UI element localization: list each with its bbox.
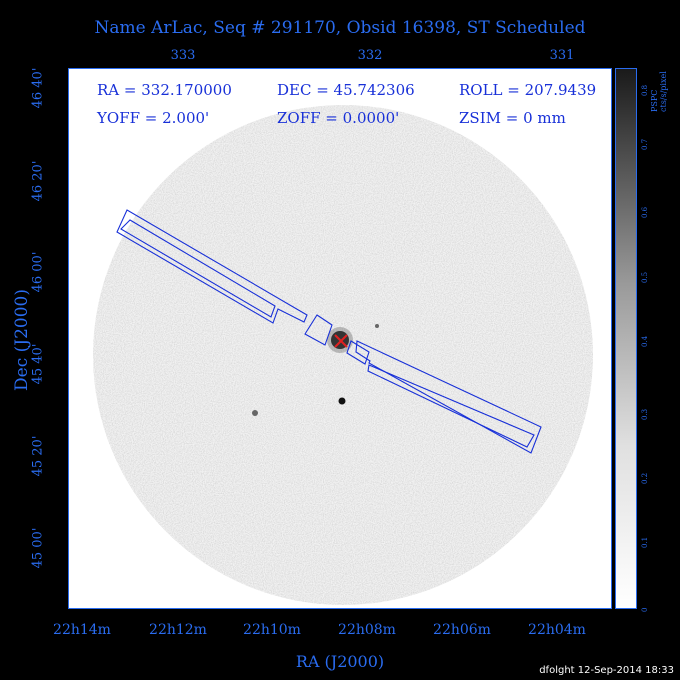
param-zsim: ZSIM = 0 mm [459,109,566,127]
aimpoint-marker [334,334,348,348]
colorbar-tick-1: 0.1 [641,536,649,548]
colorbar-tick-6: 0.6 [641,206,649,218]
sky-image-panel[interactable]: RA = 332.170000 DEC = 45.742306 ROLL = 2… [68,68,612,609]
colorbar-label: PSPC cts/s/pixel [650,71,668,112]
ra-tick-5: 22h06m [433,622,491,638]
ra-tick-1: 22h14m [53,622,111,638]
colorbar-tick-7: 0.7 [641,138,649,150]
param-dec: DEC = 45.742306 [277,81,415,99]
dec-tick-1: 46 40' [30,67,46,109]
colorbar-tick-2: 0.2 [641,472,649,484]
field-source-faint-2 [375,324,379,328]
colorbar-tick-3: 0.3 [641,408,649,420]
param-roll: ROLL = 207.9439 [459,81,597,99]
top-tick-333: 333 [170,48,196,63]
colorbar-tick-5: 0.5 [641,271,649,283]
colorbar [615,68,637,609]
detector-outline [116,209,542,454]
dec-tick-2: 46 20' [30,160,46,202]
footer-stamp: dfolght 12-Sep-2014 18:33 [539,665,674,676]
field-source [338,397,346,405]
plot-title: Name ArLac, Seq # 291170, Obsid 16398, S… [94,18,586,38]
ra-tick-2: 22h12m [149,622,207,638]
chip-right-inner [367,364,535,448]
field-source-faint [252,410,258,416]
dec-tick-5: 45 20' [30,435,46,477]
ra-tick-3: 22h10m [243,622,301,638]
chip-center-left [304,314,333,346]
param-zoff: ZOFF = 0.0000' [277,109,400,127]
field-noise [93,105,593,605]
dec-tick-3: 46 00' [30,251,46,293]
top-tick-332: 332 [357,48,383,63]
param-ra: RA = 332.170000 [97,81,232,99]
chip-right-outer [355,340,542,454]
dec-tick-4: 45 40' [30,343,46,385]
ra-tick-6: 22h04m [528,622,586,638]
top-tick-331: 331 [549,48,575,63]
chip-center-right [346,340,370,365]
y-axis-label: Dec (J2000) [12,289,32,391]
chip-left-outer [116,209,308,324]
dec-tick-6: 45 00' [30,527,46,569]
sky-image-svg [93,105,593,605]
colorbar-tick-4: 0.4 [641,335,649,347]
colorbar-tick-8: 0.8 [641,84,649,96]
chip-left-inner [120,219,276,318]
colorbar-tick-0: 0 [641,607,649,612]
ra-tick-4: 22h08m [338,622,396,638]
param-yoff: YOFF = 2.000' [97,109,210,127]
x-axis-label: RA (J2000) [295,652,385,671]
